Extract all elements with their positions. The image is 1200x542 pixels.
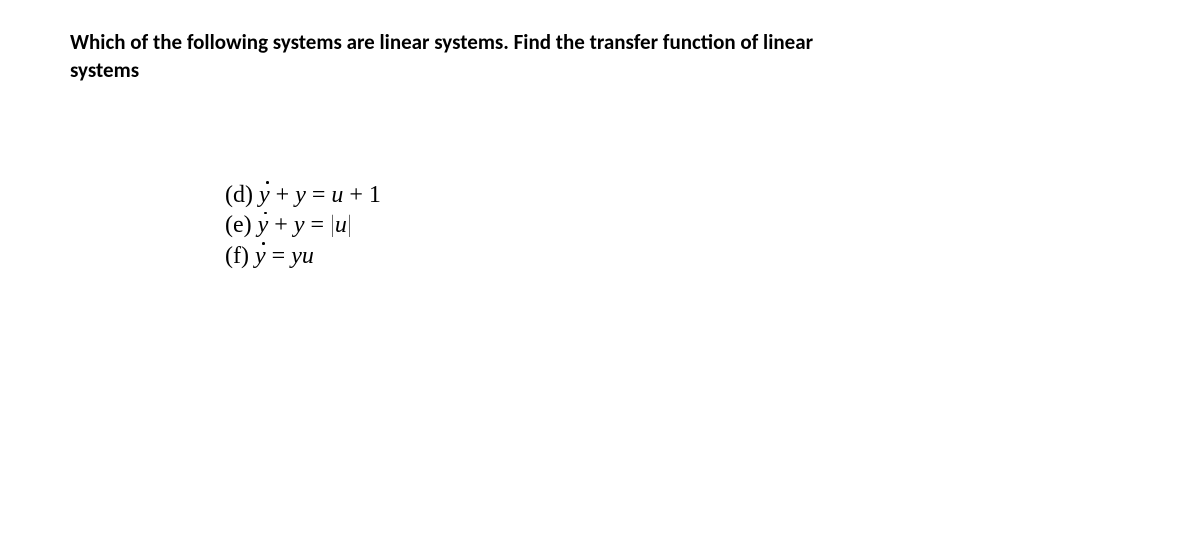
plus-op: +: [268, 212, 294, 238]
question-line-1: Which of the following systems are linea…: [70, 29, 813, 55]
u-symbol: u: [331, 182, 343, 208]
u-symbol: u: [302, 243, 314, 269]
u-symbol: u: [335, 212, 347, 238]
question-text: Which of the following systems are linea…: [70, 28, 910, 85]
plus-op: +: [270, 182, 296, 208]
plus-one: + 1: [343, 182, 381, 208]
document-page: Which of the following systems are linea…: [0, 0, 1200, 542]
equation-e: (e) y + y = |u|: [225, 210, 1130, 241]
equations-block: (d) y + y = u + 1 (e) y + y = |u| (f) y …: [225, 180, 1130, 272]
y-symbol: y: [295, 182, 306, 208]
equals-op: =: [266, 243, 292, 269]
y-symbol: y: [291, 243, 302, 269]
ydot-symbol: y: [258, 210, 269, 241]
equals-op: =: [306, 182, 332, 208]
abs-bar-right: |: [348, 210, 350, 241]
equation-f-label: (f): [225, 241, 249, 272]
equals-op: =: [305, 212, 331, 238]
equation-f: (f) y = yu: [225, 241, 1130, 272]
equation-e-label: (e): [225, 210, 252, 241]
y-symbol: y: [294, 212, 305, 238]
ydot-symbol: y: [259, 180, 270, 211]
equation-d-label: (d): [225, 180, 253, 211]
abs-bar-left: |: [331, 210, 333, 241]
question-line-2: systems: [70, 57, 139, 83]
ydot-symbol: y: [255, 241, 266, 272]
equation-d: (d) y + y = u + 1: [225, 180, 1130, 211]
